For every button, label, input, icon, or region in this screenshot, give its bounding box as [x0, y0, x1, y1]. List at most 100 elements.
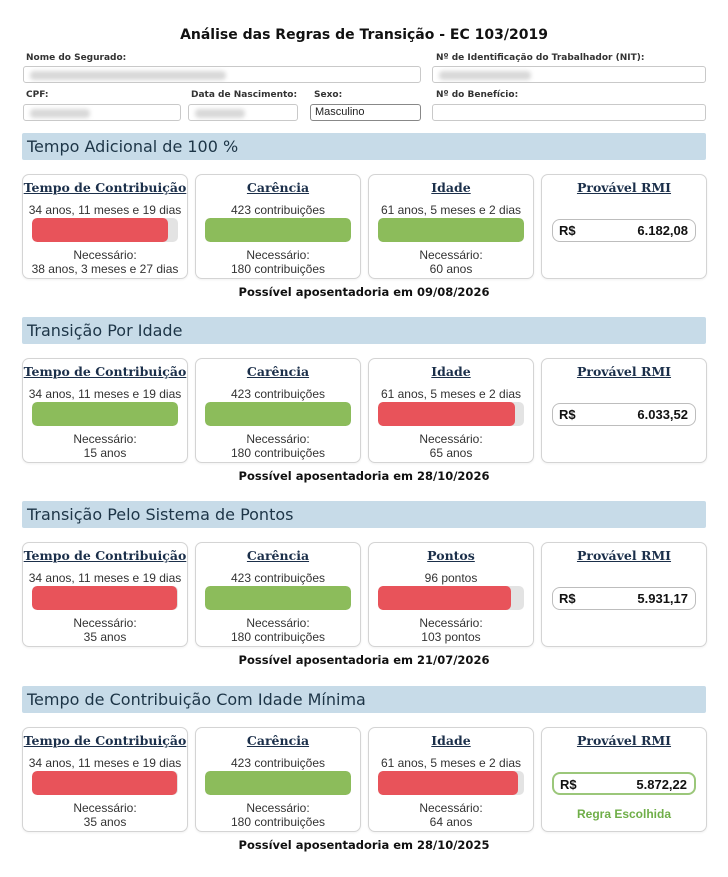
requirement-value: 103 pontos	[421, 630, 481, 644]
section-header: Tempo de Contribuição Com Idade Mínima	[22, 686, 706, 713]
criterion-value: 61 anos, 5 meses e 2 dias	[380, 387, 522, 401]
chosen-rule-label: Regra Escolhida	[576, 807, 672, 821]
criterion-card: Carência 423 contribuições Necessário: 180 …	[195, 174, 361, 279]
rmi-amount: 5.872,22	[636, 777, 687, 792]
requirement-value: 64 anos	[429, 815, 473, 829]
requirement-value: 35 anos	[83, 815, 127, 829]
progress-fill	[205, 771, 351, 795]
requirement-label: Necessário:	[419, 801, 483, 815]
requirement-label: Necessário:	[246, 432, 310, 446]
criterion-value: 34 anos, 11 meses e 19 dias	[28, 203, 182, 217]
requirement-label: Necessário:	[73, 248, 137, 262]
criterion-title: Tempo de Contribuição	[23, 180, 187, 195]
requirement: Necessário: 180 contribuições	[196, 432, 360, 460]
nome-field[interactable]	[23, 66, 421, 83]
criterion-value: 96 pontos	[424, 571, 478, 585]
section-title: Tempo Adicional de 100 %	[27, 137, 239, 156]
beneficio-label: Nº do Benefício:	[436, 90, 519, 100]
beneficio-field[interactable]	[432, 104, 706, 121]
progress-fill	[378, 218, 524, 242]
criterion-card: Tempo de Contribuição 34 anos, 11 meses e…	[22, 727, 188, 832]
requirement-label: Necessário:	[246, 616, 310, 630]
rmi-title: Provável RMI	[576, 180, 672, 195]
progress-bar	[205, 218, 351, 242]
criterion-value: 34 anos, 11 meses e 19 dias	[28, 387, 182, 401]
nascimento-field[interactable]	[188, 104, 298, 121]
progress-bar	[205, 771, 351, 795]
requirement-value: 180 contribuições	[230, 815, 326, 829]
requirement: Necessário: 180 contribuições	[196, 248, 360, 276]
progress-bar	[32, 586, 178, 610]
rmi-amount: 6.182,08	[637, 223, 688, 238]
requirement: Necessário: 35 anos	[23, 616, 187, 644]
currency-symbol: R$	[559, 223, 576, 238]
requirement-label: Necessário:	[419, 432, 483, 446]
progress-fill	[378, 586, 511, 610]
criterion-card: Pontos 96 pontos Necessário: 103 pontos	[368, 542, 534, 647]
criterion-value: 61 anos, 5 meses e 2 dias	[380, 203, 522, 217]
criterion-title: Pontos	[427, 548, 475, 563]
criterion-title: Idade	[431, 733, 471, 748]
criterion-title: Idade	[431, 180, 471, 195]
requirement: Necessário: 38 anos, 3 meses e 27 dias	[23, 248, 187, 276]
progress-fill	[205, 586, 351, 610]
section-header: Transição Pelo Sistema de Pontos	[22, 501, 706, 528]
currency-symbol: R$	[559, 591, 576, 606]
requirement-value: 38 anos, 3 meses e 27 dias	[31, 262, 179, 276]
progress-bar	[378, 586, 524, 610]
sexo-field[interactable]: Masculino	[310, 104, 421, 121]
cpf-label: CPF:	[26, 90, 49, 100]
rmi-amount: 5.931,17	[637, 591, 688, 606]
rmi-amount: 6.033,52	[637, 407, 688, 422]
requirement: Necessário: 15 anos	[23, 432, 187, 460]
page-title: Análise das Regras de Transição - EC 103…	[180, 27, 548, 43]
criterion-value: 423 contribuições	[230, 571, 326, 585]
progress-fill	[32, 586, 177, 610]
section-header: Tempo Adicional de 100 %	[22, 133, 706, 160]
redacted-text	[195, 109, 245, 118]
nascimento-label: Data de Nascimento:	[191, 90, 298, 100]
section-title: Transição Por Idade	[27, 321, 183, 340]
rmi-card: Provável RMI R$ 6.033,52	[541, 358, 707, 463]
requirement-value: 65 anos	[429, 446, 473, 460]
progress-bar	[378, 402, 524, 426]
criterion-card: Carência 423 contribuições Necessário: 180 …	[195, 727, 361, 832]
requirement-value: 180 contribuições	[230, 630, 326, 644]
progress-bar	[378, 771, 524, 795]
requirement: Necessário: 65 anos	[369, 432, 533, 460]
rmi-title: Provável RMI	[576, 548, 672, 563]
requirement-label: Necessário:	[419, 616, 483, 630]
requirement-value: 180 contribuições	[230, 446, 326, 460]
progress-fill	[32, 771, 177, 795]
requirement: Necessário: 64 anos	[369, 801, 533, 829]
progress-bar	[205, 402, 351, 426]
requirement: Necessário: 103 pontos	[369, 616, 533, 644]
criterion-value: 423 contribuições	[230, 203, 326, 217]
cpf-field[interactable]	[23, 104, 181, 121]
criterion-title: Carência	[246, 180, 310, 195]
progress-bar	[378, 218, 524, 242]
requirement-value: 60 anos	[429, 262, 473, 276]
rmi-card: Provável RMI R$ 6.182,08	[541, 174, 707, 279]
criterion-title: Tempo de Contribuição	[23, 733, 187, 748]
requirement: Necessário: 60 anos	[369, 248, 533, 276]
requirement: Necessário: 180 contribuições	[196, 616, 360, 644]
section-header: Transição Por Idade	[22, 317, 706, 344]
criterion-card: Tempo de Contribuição 34 anos, 11 meses e…	[22, 358, 188, 463]
requirement-label: Necessário:	[246, 248, 310, 262]
criterion-title: Tempo de Contribuição	[23, 364, 187, 379]
nit-field[interactable]	[432, 66, 706, 83]
requirement-label: Necessário:	[246, 801, 310, 815]
possible-retirement-date: Possível aposentadoria em 28/10/2025	[238, 838, 490, 852]
criterion-title: Carência	[246, 733, 310, 748]
requirement-value: 35 anos	[83, 630, 127, 644]
rmi-value-box: R$ 5.931,17	[552, 587, 696, 610]
progress-fill	[378, 402, 516, 426]
progress-fill	[32, 402, 178, 426]
redacted-text	[30, 71, 226, 80]
progress-bar	[32, 218, 178, 242]
nit-label: Nº de Identificação do Trabalhador (NIT)…	[436, 53, 645, 63]
redacted-text	[30, 109, 90, 118]
section-title: Transição Pelo Sistema de Pontos	[27, 505, 294, 524]
criterion-title: Carência	[246, 364, 310, 379]
